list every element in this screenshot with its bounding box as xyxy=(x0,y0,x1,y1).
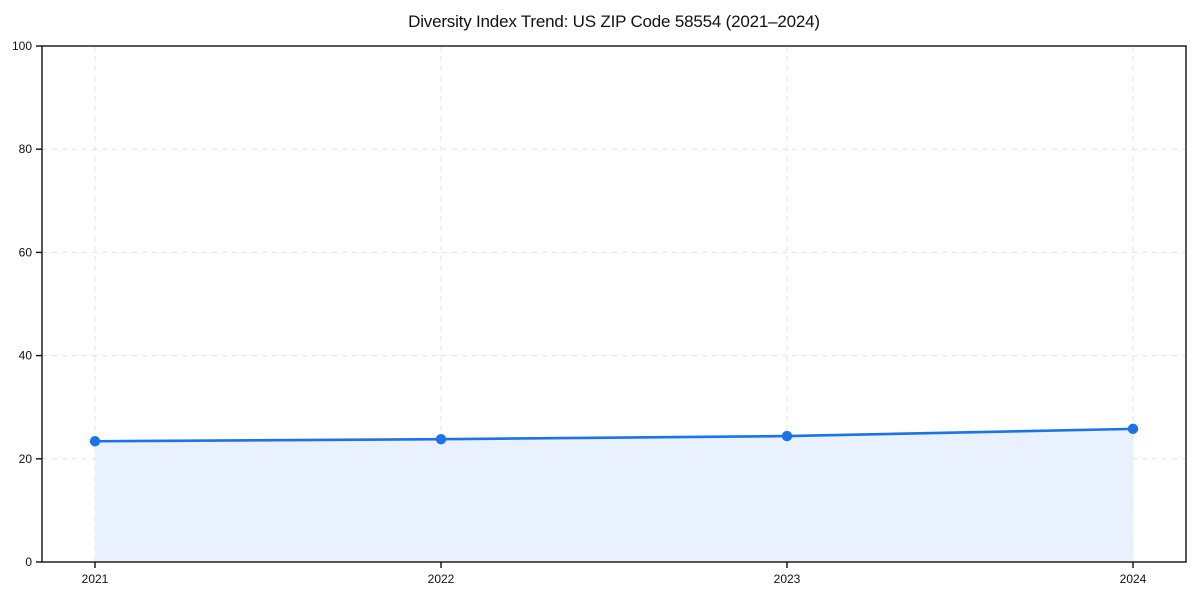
trend-line xyxy=(93,427,1135,443)
y-tick-label: 100 xyxy=(12,39,32,53)
data-point-2024 xyxy=(1127,423,1139,435)
data-point-2021 xyxy=(89,436,101,447)
x-tick-label: 2024 xyxy=(1120,572,1147,586)
x-tick-label: 2023 xyxy=(774,572,801,586)
y-tick-label: 0 xyxy=(25,555,32,569)
y-tick-label: 40 xyxy=(19,349,33,363)
y-tick-label: 60 xyxy=(19,245,33,259)
x-tick-label: 2021 xyxy=(82,572,109,586)
area-fill xyxy=(95,428,1133,562)
plot-frame xyxy=(41,45,1187,563)
data-point-2023 xyxy=(781,430,793,442)
chart-title: Diversity Index Trend: US ZIP Code 58554… xyxy=(408,12,820,31)
x-tick-label: 2022 xyxy=(428,572,455,586)
y-tick-label: 20 xyxy=(19,452,33,466)
data-point-2022 xyxy=(435,433,447,445)
y-tick-label: 80 xyxy=(19,142,33,156)
